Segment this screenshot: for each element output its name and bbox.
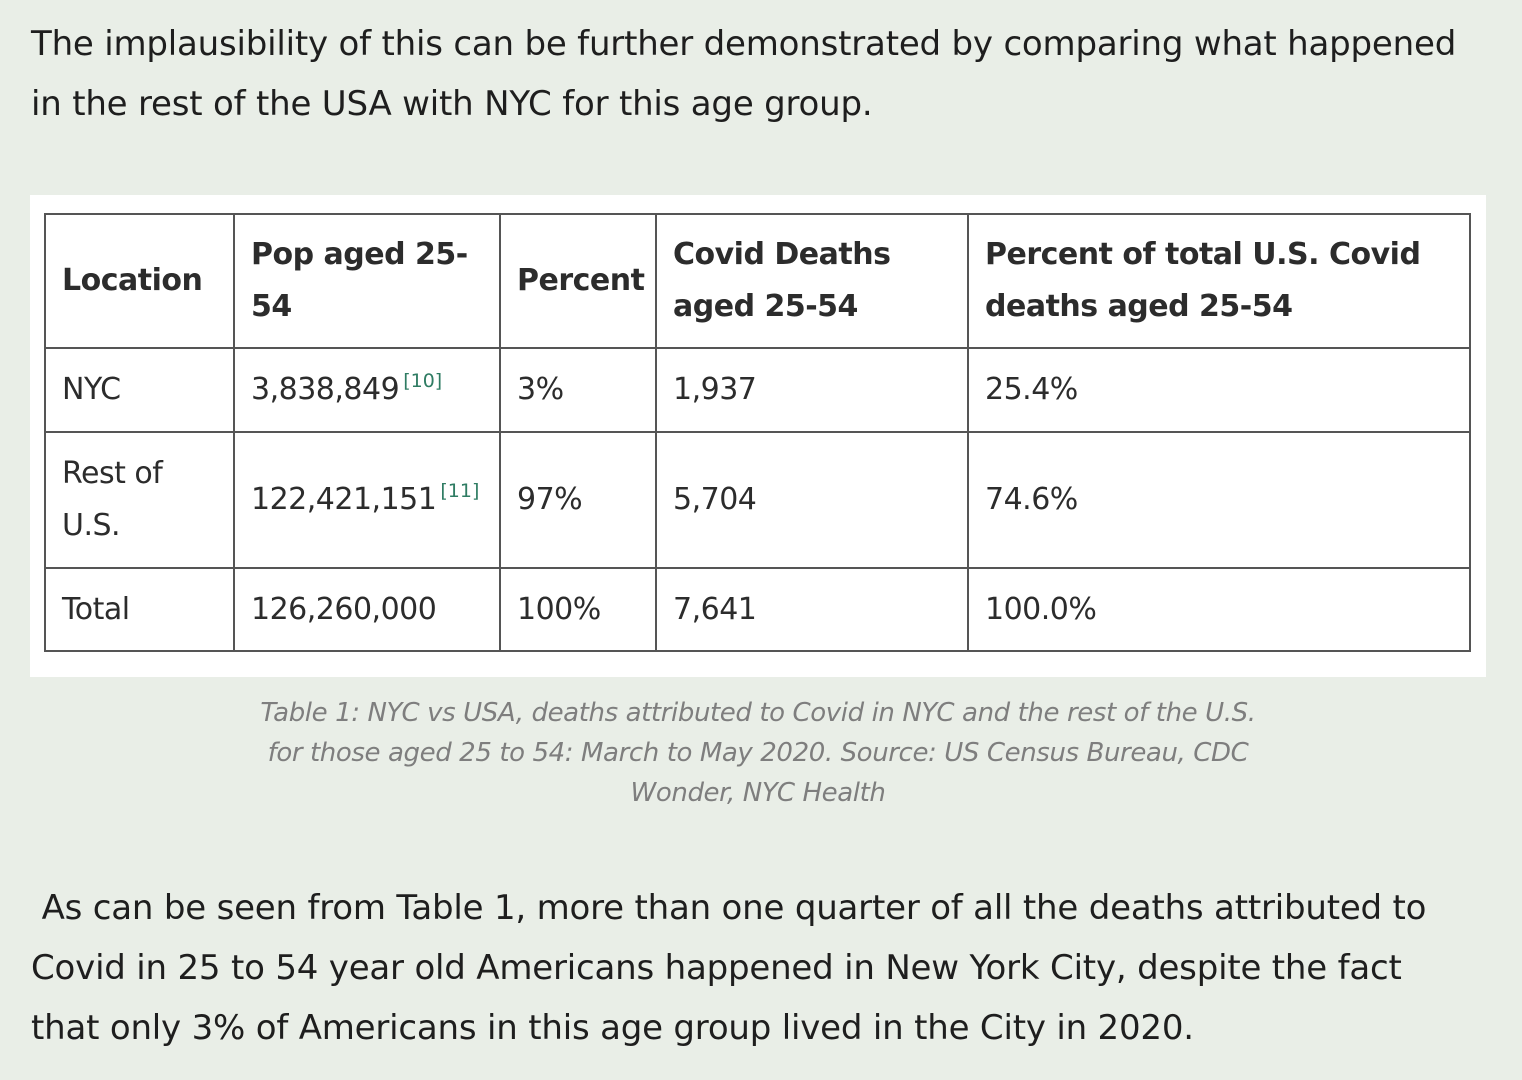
- header-percent-of-total: Percent of total U.S. Covid deaths aged …: [967, 213, 1471, 349]
- citation-link[interactable]: [10]: [403, 370, 443, 392]
- intro-line-1: The implausibility of this can be furthe…: [31, 24, 1457, 64]
- table-row: Rest of U.S. 122,421,151 [11] 97% 5,704 7…: [44, 431, 1471, 569]
- conclusion-paragraph: As can be seen from Table 1, more than o…: [31, 878, 1501, 1058]
- table-caption: Table 1: NYC vs USA, deaths attributed t…: [235, 693, 1281, 813]
- caption-line-2: for those aged 25 to 54: March to May 20…: [267, 738, 1249, 768]
- header-pop-aged-25-54: Pop aged 25-54: [233, 213, 501, 349]
- header-percent: Percent: [499, 213, 657, 349]
- pop-value: 122,421,151: [251, 482, 437, 517]
- cell-pop: 122,421,151 [11]: [233, 431, 501, 569]
- table-row: Total 126,260,000 100% 7,641 100.0%: [44, 567, 1471, 652]
- header-location: Location: [44, 213, 235, 349]
- covid-deaths-table: Location Pop aged 25-54 Percent Covid De…: [44, 213, 1471, 652]
- cell-deaths: 5,704: [655, 431, 969, 569]
- cell-location: Total: [44, 567, 235, 652]
- cell-share: 74.6%: [967, 431, 1471, 569]
- caption-line-1: Table 1: NYC vs USA, deaths attributed t…: [260, 698, 1256, 728]
- cell-pop: 126,260,000: [233, 567, 501, 652]
- conclusion-line-2: Covid in 25 to 54 year old Americans hap…: [31, 948, 1402, 988]
- conclusion-line-3: that only 3% of Americans in this age gr…: [31, 1008, 1194, 1048]
- cell-deaths: 7,641: [655, 567, 969, 652]
- caption-line-3: Wonder, NYC Health: [630, 778, 886, 808]
- cell-percent: 100%: [499, 567, 657, 652]
- cell-percent: 97%: [499, 431, 657, 569]
- citation-link[interactable]: [11]: [440, 480, 480, 502]
- pop-value: 3,838,849: [251, 372, 400, 407]
- cell-pop: 3,838,849 [10]: [233, 347, 501, 433]
- table-header-row: Location Pop aged 25-54 Percent Covid De…: [44, 213, 1471, 349]
- cell-share: 25.4%: [967, 347, 1471, 433]
- cell-percent: 3%: [499, 347, 657, 433]
- cell-location: Rest of U.S.: [44, 431, 235, 569]
- conclusion-line-1: As can be seen from Table 1, more than o…: [31, 888, 1427, 928]
- cell-share: 100.0%: [967, 567, 1471, 652]
- table-row: NYC 3,838,849 [10] 3% 1,937 25.4%: [44, 347, 1471, 433]
- table-panel: Location Pop aged 25-54 Percent Covid De…: [30, 195, 1486, 677]
- header-covid-deaths: Covid Deaths aged 25-54: [655, 213, 969, 349]
- cell-deaths: 1,937: [655, 347, 969, 433]
- intro-line-2: in the rest of the USA with NYC for this…: [31, 84, 873, 124]
- intro-paragraph: The implausibility of this can be furthe…: [31, 14, 1501, 134]
- cell-location: NYC: [44, 347, 235, 433]
- pop-value: 126,260,000: [251, 591, 437, 627]
